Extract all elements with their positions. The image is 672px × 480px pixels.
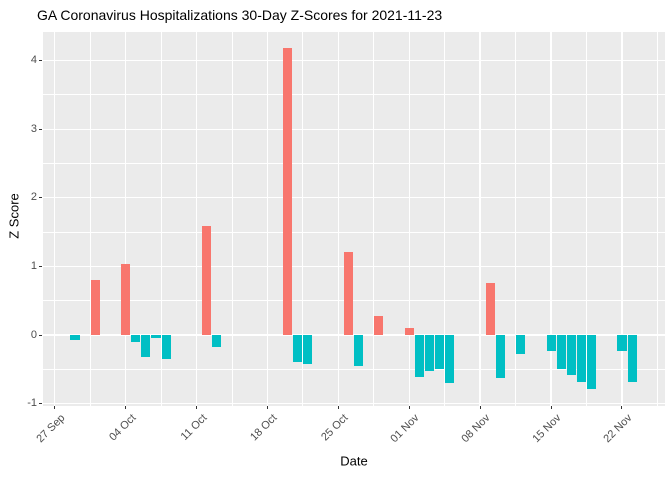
bar-2021-11-16	[556, 335, 566, 370]
x-tick	[196, 406, 198, 409]
bar-2021-11-17	[566, 335, 576, 375]
y-gridline-major	[43, 265, 665, 268]
x-tick	[550, 406, 552, 409]
x-tick-label: 04 Oct	[106, 412, 139, 444]
plot-panel	[43, 32, 665, 406]
y-gridline-major	[43, 197, 665, 199]
bar-2021-11-02	[414, 335, 424, 377]
x-gridline-minor	[302, 32, 304, 406]
x-gridline-minor	[444, 32, 446, 406]
y-gridline-major	[43, 402, 665, 405]
bar-2021-11-18	[576, 335, 586, 382]
x-tick-label: 01 Nov	[388, 412, 422, 446]
y-gridline-minor	[43, 94, 665, 96]
x-gridline-major	[621, 32, 623, 406]
x-tick-label: 11 Oct	[178, 412, 210, 443]
bar-2021-11-22	[617, 335, 627, 351]
bar-2021-10-08	[161, 335, 171, 359]
x-gridline-major	[124, 32, 127, 406]
x-tick	[479, 406, 481, 409]
x-tick	[408, 406, 410, 409]
x-gridline-major	[479, 32, 481, 406]
y-tick	[39, 197, 42, 199]
bar-2021-10-13	[212, 335, 222, 348]
x-tick	[125, 406, 127, 409]
x-tick-label: 22 Nov	[601, 412, 635, 446]
bar-2021-10-29	[374, 315, 384, 335]
y-tick-label: 2	[30, 191, 37, 204]
x-gridline-major	[195, 32, 198, 406]
bar-2021-10-05	[131, 335, 141, 342]
chart-title: GA Coronavirus Hospitalizations 30-Day Z…	[37, 7, 443, 23]
y-axis-title: Z Score	[6, 193, 22, 239]
bar-2021-10-27	[354, 335, 364, 366]
y-tick-label: -1	[27, 397, 37, 410]
x-gridline-major	[337, 32, 340, 406]
y-tick	[39, 334, 42, 336]
bar-2021-11-04	[435, 335, 445, 370]
bar-2021-10-21	[293, 335, 303, 362]
bar-2021-10-01	[90, 280, 100, 335]
y-gridline-major	[43, 59, 665, 62]
x-axis-title: Date	[340, 453, 368, 469]
bar-2021-11-10	[495, 335, 505, 379]
bar-2021-11-09	[485, 282, 495, 335]
x-gridline-major	[266, 32, 269, 406]
bar-2021-11-12	[516, 335, 526, 355]
y-gridline-minor	[43, 368, 665, 370]
x-gridline-minor	[586, 32, 587, 406]
bar-2021-11-03	[424, 335, 435, 371]
y-tick-label: 0	[30, 328, 37, 341]
x-tick-label: 08 Nov	[459, 412, 493, 446]
y-gridline-minor	[43, 231, 665, 233]
y-tick	[39, 265, 42, 267]
y-tick-label: 4	[30, 54, 37, 67]
x-gridline-minor	[231, 32, 233, 406]
x-tick	[54, 406, 56, 409]
x-gridline-minor	[89, 32, 91, 406]
bar-2021-10-26	[343, 251, 353, 335]
bar-2021-11-05	[445, 335, 455, 384]
x-gridline-minor	[656, 32, 658, 406]
bar-2021-10-06	[141, 335, 151, 357]
y-gridline-major	[43, 128, 665, 130]
bar-2021-11-23	[627, 335, 637, 382]
bar-2021-10-20	[283, 48, 293, 335]
x-gridline-major	[54, 32, 56, 406]
x-tick-label: 18 Oct	[248, 412, 280, 444]
x-gridline-major	[408, 32, 410, 406]
x-tick	[337, 406, 339, 409]
y-gridline-minor	[43, 163, 665, 164]
x-tick	[621, 406, 623, 409]
x-gridline-major	[550, 32, 552, 406]
y-tick	[39, 128, 42, 130]
bar-2021-10-12	[202, 225, 212, 335]
y-tick-label: 1	[30, 259, 37, 272]
x-gridline-minor	[373, 32, 375, 406]
bar-2021-10-04	[121, 264, 131, 335]
bar-2021-11-19	[587, 335, 597, 390]
y-tick	[39, 60, 42, 62]
y-tick-label: 3	[30, 122, 37, 135]
bar-2021-10-07	[151, 335, 161, 338]
bar-2021-10-22	[303, 335, 313, 364]
x-tick-label: 15 Nov	[530, 412, 564, 446]
bar-2021-11-01	[404, 328, 414, 335]
bar-2021-11-15	[546, 335, 556, 352]
y-gridline-minor	[43, 300, 665, 302]
bar-2021-09-29	[70, 335, 80, 341]
y-gridline-major	[43, 334, 665, 336]
x-gridline-minor	[160, 32, 162, 406]
x-gridline-minor	[515, 32, 517, 406]
x-tick-label: 27 Sep	[34, 412, 68, 446]
x-tick	[266, 406, 268, 409]
y-tick	[39, 403, 42, 405]
